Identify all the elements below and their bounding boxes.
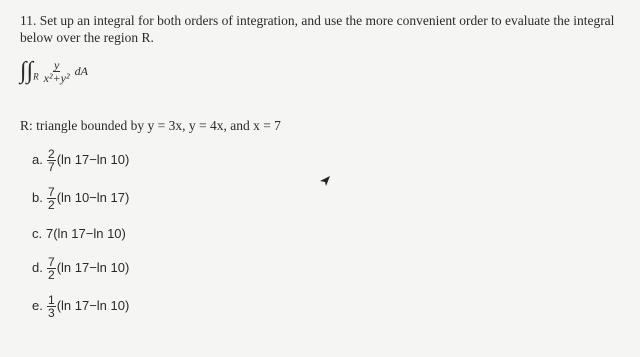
numerator: 1 (47, 293, 56, 307)
denominator: 7 (48, 160, 55, 174)
option-label: e. (32, 297, 43, 313)
option: d. 7 2 (ln 17−ln 10) (32, 256, 129, 281)
denominator: 2 (48, 198, 55, 212)
option-label: b. (32, 189, 43, 205)
integrand: y x²+y² (44, 59, 70, 84)
option: b. 7 2 (ln 10−ln 17) (32, 186, 129, 211)
denominator: 3 (48, 306, 55, 320)
option: a. 2 7 (ln 17−ln 10) (32, 148, 129, 173)
expression: 7(ln 17−ln 10) (46, 226, 126, 241)
denominator: x²+y² (43, 71, 70, 85)
question-line: below over the region R. (20, 30, 154, 45)
option-label: d. (32, 259, 43, 275)
differential: dA (74, 64, 88, 78)
option: e. 1 3 (ln 17−ln 10) (32, 294, 129, 319)
region-text: R: triangle bounded by y = 3x, y = 4x, a… (20, 118, 281, 133)
expression: (ln 17−ln 10) (56, 297, 130, 313)
expression: (ln 10−ln 17) (56, 189, 130, 205)
option-label: a. (32, 151, 43, 167)
numerator: 7 (47, 185, 56, 199)
numerator: 2 (47, 147, 56, 161)
integral-sign: ∫∫ (20, 58, 34, 84)
cursor-icon (320, 176, 330, 186)
numerator: y (52, 58, 61, 72)
integral: ∫∫R y x²+y² dA (20, 58, 88, 92)
option: c. 7(ln 17−ln 10) (32, 226, 126, 241)
denominator: 2 (48, 268, 55, 282)
integral-region: R (33, 71, 39, 82)
option-label: c. (32, 226, 43, 241)
numerator: 7 (47, 255, 56, 269)
question-line: 11. Set up an integral for both orders o… (20, 13, 615, 28)
expression: (ln 17−ln 10) (56, 259, 130, 275)
expression: (ln 17−ln 10) (56, 151, 130, 167)
